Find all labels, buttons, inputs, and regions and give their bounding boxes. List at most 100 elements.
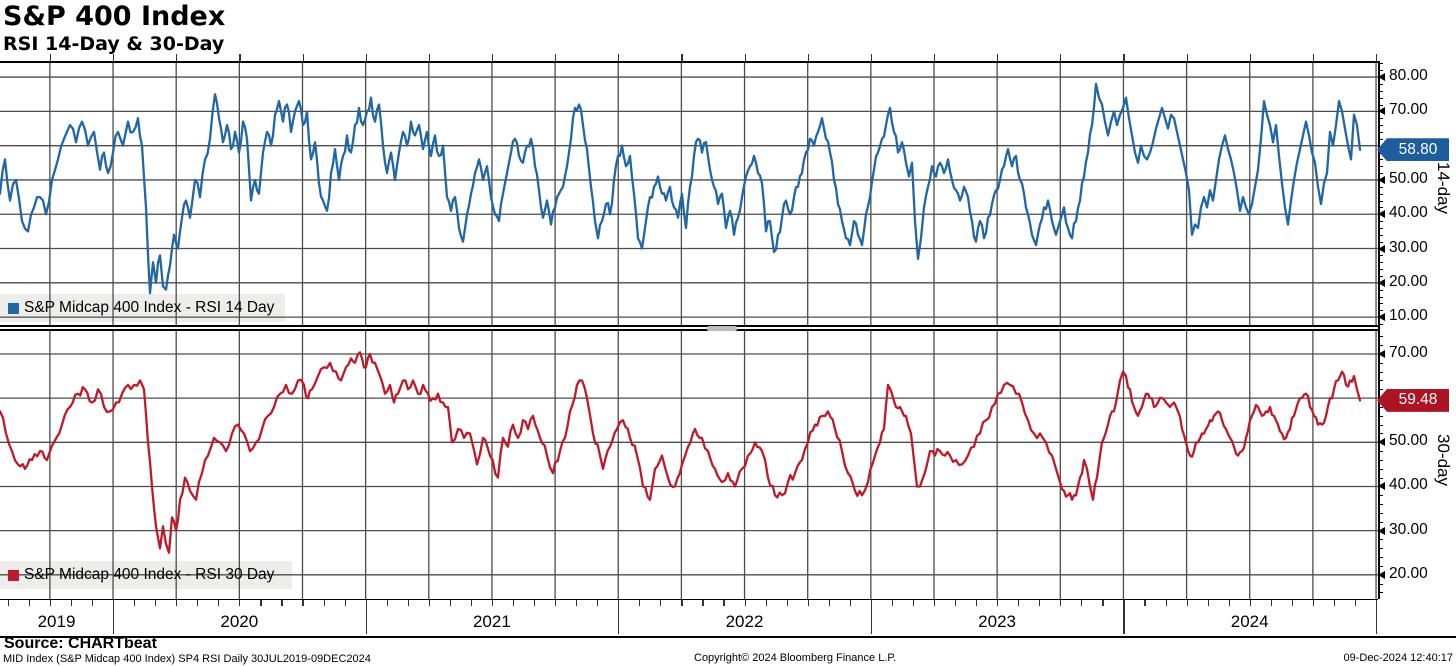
x-axis-month-tick: [765, 600, 767, 606]
y-axis-minor-tick: [1378, 468, 1383, 470]
x-axis-month-tick: [660, 600, 662, 606]
x-axis-month-tick: [1165, 600, 1167, 606]
y-axis-tick-arrow: [1378, 73, 1385, 82]
y-axis-tick-arrow: [1378, 526, 1385, 535]
y-axis-tick-label: 30.00: [1389, 238, 1428, 256]
y-axis-minor-tick: [1378, 583, 1383, 585]
top-edge-quarter-tick: [555, 54, 557, 62]
rsi14-last-value-badge: 58.80: [1377, 138, 1449, 162]
x-axis-month-tick: [281, 600, 283, 606]
top-edge-quarter-tick: [744, 54, 746, 62]
y-axis-minor-tick: [1378, 389, 1383, 391]
page-title: S&P 400 Index: [3, 1, 226, 32]
y-axis-tick-label: 20.00: [1389, 272, 1428, 290]
x-axis-month-tick: [1060, 600, 1062, 606]
top-edge-quarter-tick: [176, 54, 178, 62]
x-axis-month-tick: [239, 600, 241, 606]
x-axis-month-tick: [976, 600, 978, 606]
y-axis-minor-tick: [1378, 269, 1383, 271]
x-axis-year-label: 2019: [37, 612, 76, 631]
top-edge-quarter-tick: [239, 54, 241, 62]
y-axis-tick-label: 80.00: [1389, 67, 1428, 85]
timestamp: 09-Dec-2024 12:40:17: [1343, 652, 1453, 664]
x-axis-month-tick: [197, 600, 199, 606]
y-axis-minor-tick: [1378, 296, 1383, 298]
rsi30-plot: [0, 331, 1378, 600]
x-axis-month-tick: [323, 600, 325, 606]
x-axis-month-tick: [1312, 600, 1315, 606]
y-axis-minor-tick: [1378, 200, 1383, 202]
x-axis-month-tick: [933, 600, 936, 606]
y-axis-tick-arrow: [1378, 278, 1385, 287]
y-axis-minor-tick: [1378, 303, 1383, 305]
y-axis-minor-tick: [1378, 495, 1383, 497]
top-edge-quarter-tick: [491, 54, 494, 62]
x-axis-month-tick: [997, 600, 999, 606]
x-axis-year-label: 2021: [472, 612, 511, 631]
x-axis-month-tick: [28, 600, 30, 606]
x-axis-month-tick: [155, 600, 157, 606]
y-axis-minor-tick: [1378, 186, 1383, 188]
y-axis-minor-tick: [1378, 415, 1383, 417]
x-axis-year-separator: [365, 600, 367, 634]
x-axis-month-tick: [576, 600, 578, 606]
x-axis-month-tick: [1144, 600, 1146, 606]
y-axis-tick-label: 50.00: [1389, 169, 1428, 187]
page-subtitle: RSI 14-Day & 30-Day: [3, 33, 225, 55]
y-axis-minor-tick: [1378, 207, 1383, 209]
y-axis-tick-arrow: [1378, 244, 1385, 253]
y-axis-tick-arrow: [1378, 107, 1385, 116]
y-axis-minor-tick: [1378, 173, 1383, 175]
y-axis-tick-label: 10.00: [1389, 307, 1428, 325]
x-axis-month-tick: [1018, 600, 1020, 606]
x-axis-month-tick: [639, 600, 641, 606]
y-axis-tick-arrow: [1378, 438, 1385, 447]
x-axis-month-tick: [1333, 600, 1336, 606]
panel-splitter-handle[interactable]: [707, 325, 737, 331]
x-axis-year-label: 2020: [220, 612, 259, 631]
y-axis-minor-tick: [1378, 255, 1383, 257]
y-axis-tick-arrow: [1378, 570, 1385, 579]
x-axis-month-tick: [1291, 600, 1293, 606]
rsi14-legend: S&P Midcap 400 Index - RSI 14 Day: [8, 294, 274, 322]
x-axis-year-separator: [1376, 600, 1378, 634]
x-axis-year-separator: [870, 600, 872, 634]
y-axis-minor-tick: [1378, 131, 1383, 133]
rsi14-axis-title: 14-day: [1434, 161, 1453, 214]
y-axis-tick-label: 40.00: [1389, 204, 1428, 222]
x-axis-month-tick: [1039, 600, 1041, 606]
x-axis-month-tick: [681, 600, 683, 606]
y-axis-tick-label: 20.00: [1389, 564, 1428, 582]
top-edge-quarter-tick: [1060, 54, 1062, 62]
rsi14-legend-label: S&P Midcap 400 Index - RSI 14 Day: [24, 299, 275, 316]
x-axis-month-tick: [7, 600, 9, 606]
rsi14-plot: [0, 62, 1378, 325]
x-axis-month-tick: [218, 600, 220, 606]
y-axis-minor-tick: [1378, 97, 1383, 99]
y-axis-tick-arrow: [1378, 349, 1385, 358]
x-axis-month-tick: [807, 600, 809, 606]
y-axis-minor-tick: [1378, 241, 1383, 243]
rsi30-axis-title: 30-day: [1434, 433, 1453, 486]
y-axis-minor-tick: [1378, 63, 1383, 65]
x-axis-year-separator: [618, 600, 620, 634]
x-axis-month-tick: [1228, 600, 1230, 606]
y-axis-minor-tick: [1378, 371, 1383, 373]
y-axis-minor-tick: [1378, 565, 1383, 567]
x-axis-month-tick: [1207, 600, 1209, 606]
rsi30-line: [0, 351, 1362, 554]
top-edge-quarter-tick: [934, 54, 936, 62]
y-axis-minor-tick: [1378, 477, 1383, 479]
y-axis-tick-arrow: [1378, 175, 1385, 184]
rsi14-line: [0, 82, 1362, 295]
x-axis-year-separator: [1123, 600, 1125, 634]
y-axis-minor-tick: [1378, 557, 1383, 559]
y-axis-minor-tick: [1378, 310, 1383, 312]
x-axis-year-label: 2023: [978, 612, 1017, 631]
x-axis-month-tick: [302, 600, 304, 606]
x-axis-month-tick: [891, 600, 894, 606]
rsi30-last-value-badge: 59.48: [1377, 388, 1449, 412]
x-axis-month-tick: [260, 600, 262, 606]
x-axis-month-tick: [1102, 600, 1104, 606]
